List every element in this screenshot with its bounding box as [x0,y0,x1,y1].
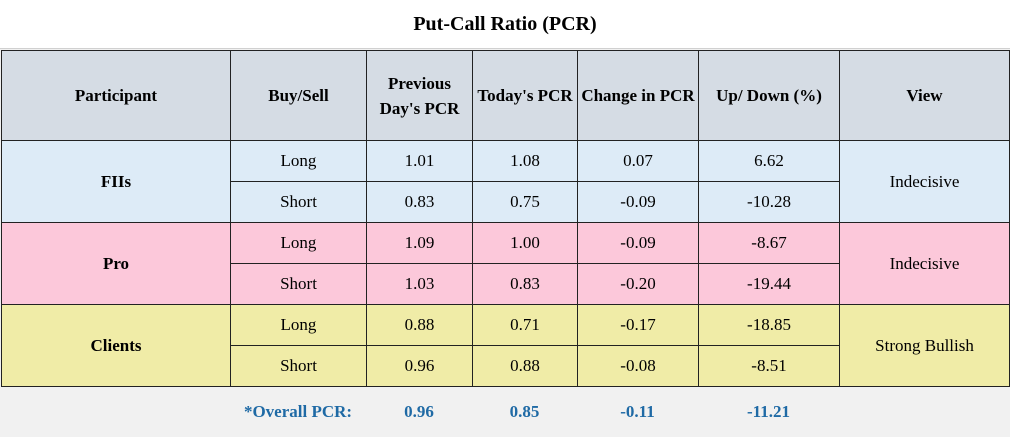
today-pcr-cell: 1.08 [472,140,578,182]
change-pcr-cell: -0.09 [577,222,699,264]
view-cell: Indecisive [839,222,1010,305]
header-participant: Participant [1,50,231,141]
change-pcr-cell: -0.08 [577,345,699,387]
participant-cell: Clients [1,304,231,387]
header-row: Participant Buy/Sell Previous Day's PCR … [1,50,1010,141]
prev-pcr-cell: 0.96 [366,345,473,387]
side-cell: Short [230,263,367,305]
prev-pcr-cell: 1.01 [366,140,473,182]
side-cell: Long [230,222,367,264]
today-pcr-cell: 0.83 [472,263,578,305]
table-title: Put-Call Ratio (PCR) [0,0,1010,49]
overall-pcr-row: *Overall PCR: 0.96 0.85 -0.11 -11.21 [0,388,1010,437]
side-cell: Short [230,181,367,223]
up-down-cell: -8.67 [698,222,840,264]
participant-cell: Pro [1,222,231,305]
change-pcr-cell: -0.17 [577,304,699,346]
header-change-pcr: Change in PCR [577,50,699,141]
change-pcr-cell: -0.20 [577,263,699,305]
today-pcr-cell: 0.88 [472,345,578,387]
pcr-table: Participant Buy/Sell Previous Day's PCR … [1,50,1010,387]
prev-pcr-cell: 0.83 [366,181,473,223]
table-row: Short 0.83 0.75 -0.09 -10.28 [2,181,1010,223]
table-row: FIIs Long 1.01 1.08 0.07 6.62 Indecisive [1,140,1010,223]
table-row: Short 0.96 0.88 -0.08 -8.51 [2,345,1010,387]
side-cell: Short [230,345,367,387]
side-cell: Long [230,304,367,346]
header-view: View [839,50,1010,141]
up-down-cell: -8.51 [698,345,840,387]
up-down-cell: -10.28 [698,181,840,223]
overall-pcr-label: *Overall PCR: [243,402,353,421]
prev-pcr-cell: 0.88 [366,304,473,346]
side-cell: Long [230,140,367,182]
table-row: Clients Long 0.88 0.71 -0.17 -18.85 Stro… [1,304,1010,387]
up-down-cell: -19.44 [698,263,840,305]
prev-pcr-cell: 1.09 [366,222,473,264]
header-buy-sell: Buy/Sell [230,50,367,141]
overall-change-pcr: -0.11 [620,402,655,421]
view-cell: Indecisive [839,140,1010,223]
up-down-cell: -18.85 [698,304,840,346]
overall-up-down: -11.21 [747,402,790,421]
up-down-cell: 6.62 [698,140,840,182]
change-pcr-cell: 0.07 [577,140,699,182]
prev-pcr-cell: 1.03 [366,263,473,305]
today-pcr-cell: 1.00 [472,222,578,264]
header-prev-pcr: Previous Day's PCR [366,50,473,141]
change-pcr-cell: -0.09 [577,181,699,223]
header-today-pcr: Today's PCR [472,50,578,141]
overall-prev-pcr: 0.96 [404,402,434,421]
table-row: Short 1.03 0.83 -0.20 -19.44 [2,263,1010,305]
participant-cell: FIIs [1,140,231,223]
table-row: Pro Long 1.09 1.00 -0.09 -8.67 Indecisiv… [1,222,1010,305]
today-pcr-cell: 0.71 [472,304,578,346]
header-up-down: Up/ Down (%) [698,50,840,141]
overall-today-pcr: 0.85 [509,402,540,421]
today-pcr-cell: 0.75 [472,181,578,223]
view-cell: Strong Bullish [839,304,1010,387]
